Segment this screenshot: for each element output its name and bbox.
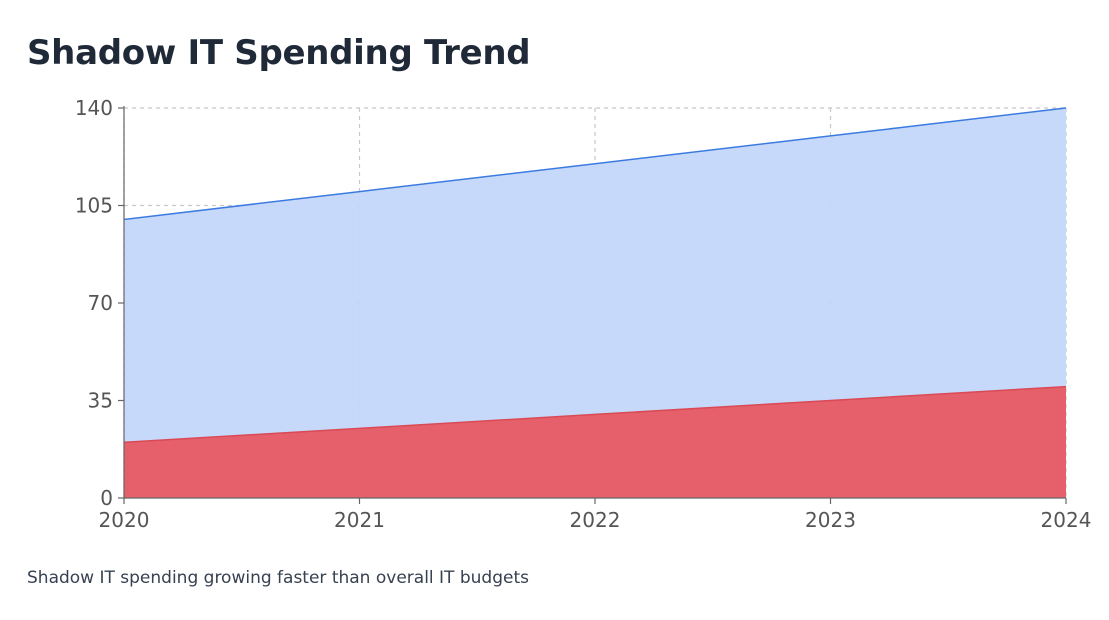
chart-caption: Shadow IT spending growing faster than o… xyxy=(27,568,529,588)
y-tick-label: 0 xyxy=(100,486,113,510)
x-tick-label: 2021 xyxy=(334,508,385,532)
x-tick-label: 2023 xyxy=(805,508,856,532)
x-tick-label: 2022 xyxy=(570,508,621,532)
x-tick-label: 2024 xyxy=(1041,508,1092,532)
y-tick-label: 70 xyxy=(88,291,113,315)
y-tick-label: 105 xyxy=(75,194,113,218)
y-tick-label: 140 xyxy=(75,96,113,120)
y-tick-label: 35 xyxy=(88,389,113,413)
x-tick-label: 2020 xyxy=(99,508,150,532)
